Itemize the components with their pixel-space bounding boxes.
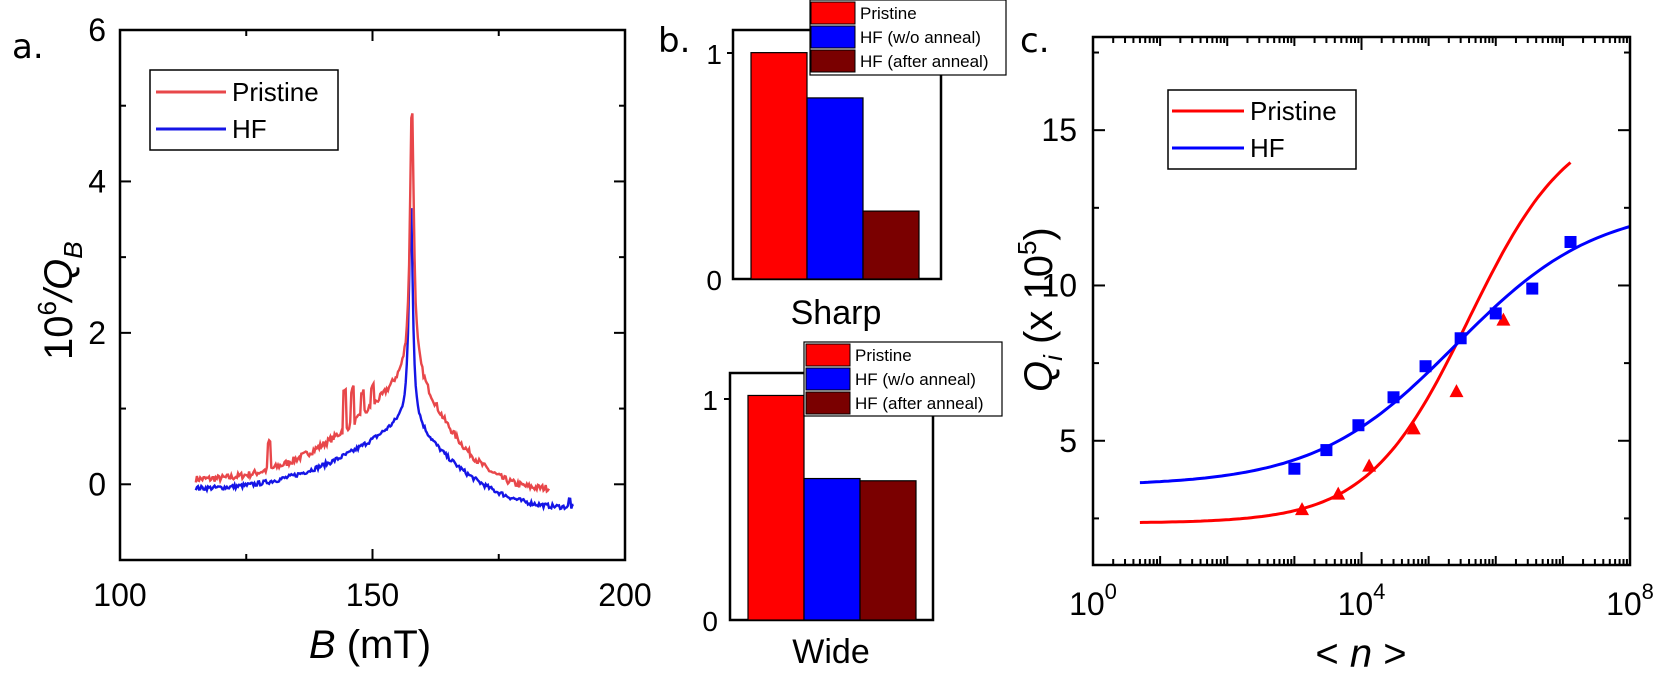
y-tick-label: 6 (88, 12, 106, 48)
panel-b-sharp: b. 1 0 Sharp Pristine HF (w/o anneal) HF… (658, 0, 1007, 332)
panel-c-ylabel: Qi (x 105) (1012, 227, 1068, 392)
panel-c-letter: c. (1020, 21, 1050, 61)
legend-box (149, 69, 339, 151)
hf-point (1454, 332, 1467, 345)
legend-pristine-swatch (805, 343, 851, 367)
y-tick-label: 15 (1041, 112, 1077, 148)
panel-a-xticklabels: 100 150 200 (93, 577, 651, 613)
pristine-line (194, 113, 551, 494)
panel-a-letter: a. (12, 27, 44, 67)
legend-pristine-swatch (810, 1, 856, 25)
legend-hf-anneal-swatch (805, 391, 851, 415)
panel-b-wide: 1 0 Wide Pristine HF (w/o anneal) HF (af… (702, 341, 1003, 671)
panel-a-frame (118, 28, 627, 562)
panel-a: a. 0 2 4 6 100 150 200 106/QB B (mT) Pristine… (12, 12, 652, 667)
x-tick-label: 104 (1338, 579, 1386, 622)
legend-hf-anneal-swatch (810, 49, 856, 73)
panel-c-yticklabels: 5 10 15 (1041, 112, 1077, 459)
legend-pristine-label: Pristine (855, 346, 912, 365)
x-tick-label: 100 (1069, 579, 1117, 622)
bar-hf-w-o-anneal- (806, 97, 864, 280)
panel-b-sharp-legend: Pristine HF (w/o anneal) HF (after annea… (809, 0, 1007, 76)
hf-point (1320, 444, 1333, 457)
bar-hf-after-anneal- (862, 210, 920, 280)
hf-point (1387, 391, 1400, 404)
legend-hf-swatch (805, 367, 851, 391)
hf-point (1526, 282, 1539, 295)
pristine-point (1295, 502, 1310, 516)
panel-a-legend: Pristine HF (149, 69, 339, 151)
hf-point (1489, 307, 1502, 320)
panel-c-xticklabels: 100 104 108 (1069, 579, 1654, 622)
legend-hf-label: HF (w/o anneal) (855, 370, 976, 389)
hf-point (1564, 235, 1577, 248)
y-tick-label: 4 (88, 163, 106, 199)
panel-a-ylabel: 106/QB (32, 241, 88, 360)
panel-c: c. 5 10 15 100 104 108 Qi (x 105) < n > Pris… (1012, 21, 1654, 676)
bar-hf-after-anneal- (859, 480, 917, 621)
b-wide-category: Wide (792, 633, 869, 671)
legend-hf-label: HF (232, 114, 267, 144)
y-tick-label: 10 (1041, 267, 1077, 303)
legend-hf-anneal-label: HF (after anneal) (860, 52, 989, 71)
hf-point (1419, 360, 1432, 373)
b-sharp-ytick-0: 0 (706, 265, 722, 296)
panel-b-wide-legend: Pristine HF (w/o anneal) HF (after annea… (803, 341, 1003, 417)
pristine-point (1496, 312, 1511, 326)
panel-c-xlabel: < n > (1315, 632, 1406, 676)
legend-hf-label: HF (w/o anneal) (860, 28, 981, 47)
x-tick-label: 200 (598, 577, 651, 613)
pristine-point (1406, 421, 1421, 435)
legend-hf-swatch (810, 25, 856, 49)
pristine-point (1449, 384, 1464, 398)
y-tick-label: 5 (1059, 423, 1077, 459)
bar-pristine (750, 52, 808, 280)
hf-point (1288, 462, 1301, 475)
b-wide-ytick-1: 1 (702, 385, 718, 416)
legend-hf-label: HF (1250, 133, 1285, 163)
hf-line (194, 208, 574, 512)
legend-pristine-label: Pristine (232, 77, 319, 107)
panel-a-yticklabels: 0 2 4 6 (88, 12, 106, 502)
pristine-point (1362, 458, 1377, 472)
x-tick-label: 150 (346, 577, 399, 613)
legend-box (1167, 89, 1357, 170)
hf-fit-line (1139, 225, 1630, 485)
hf-point (1352, 419, 1365, 432)
panel-c-points (1288, 235, 1577, 516)
b-wide-ytick-0: 0 (702, 606, 718, 637)
b-sharp-ytick-1: 1 (706, 39, 722, 70)
y-tick-label: 2 (88, 315, 106, 351)
legend-pristine-label: Pristine (1250, 96, 1337, 126)
bar-hf-w-o-anneal- (803, 477, 861, 621)
legend-hf-anneal-label: HF (after anneal) (855, 394, 984, 413)
panel-c-frame (1091, 35, 1632, 567)
y-tick-label: 0 (88, 466, 106, 502)
bar-pristine (747, 394, 805, 621)
x-tick-label: 100 (93, 577, 146, 613)
pristine-point (1331, 486, 1346, 500)
panel-b-wide-bars (747, 394, 917, 621)
legend-pristine-label: Pristine (860, 4, 917, 23)
panel-b-sharp-bars (750, 52, 920, 280)
pristine-fit-line (1139, 161, 1572, 524)
panel-a-xlabel: B (mT) (309, 623, 431, 667)
x-tick-label: 108 (1606, 579, 1654, 622)
b-sharp-category: Sharp (791, 294, 882, 332)
panel-c-legend: Pristine HF (1167, 89, 1357, 170)
panel-b-letter: b. (658, 21, 690, 61)
